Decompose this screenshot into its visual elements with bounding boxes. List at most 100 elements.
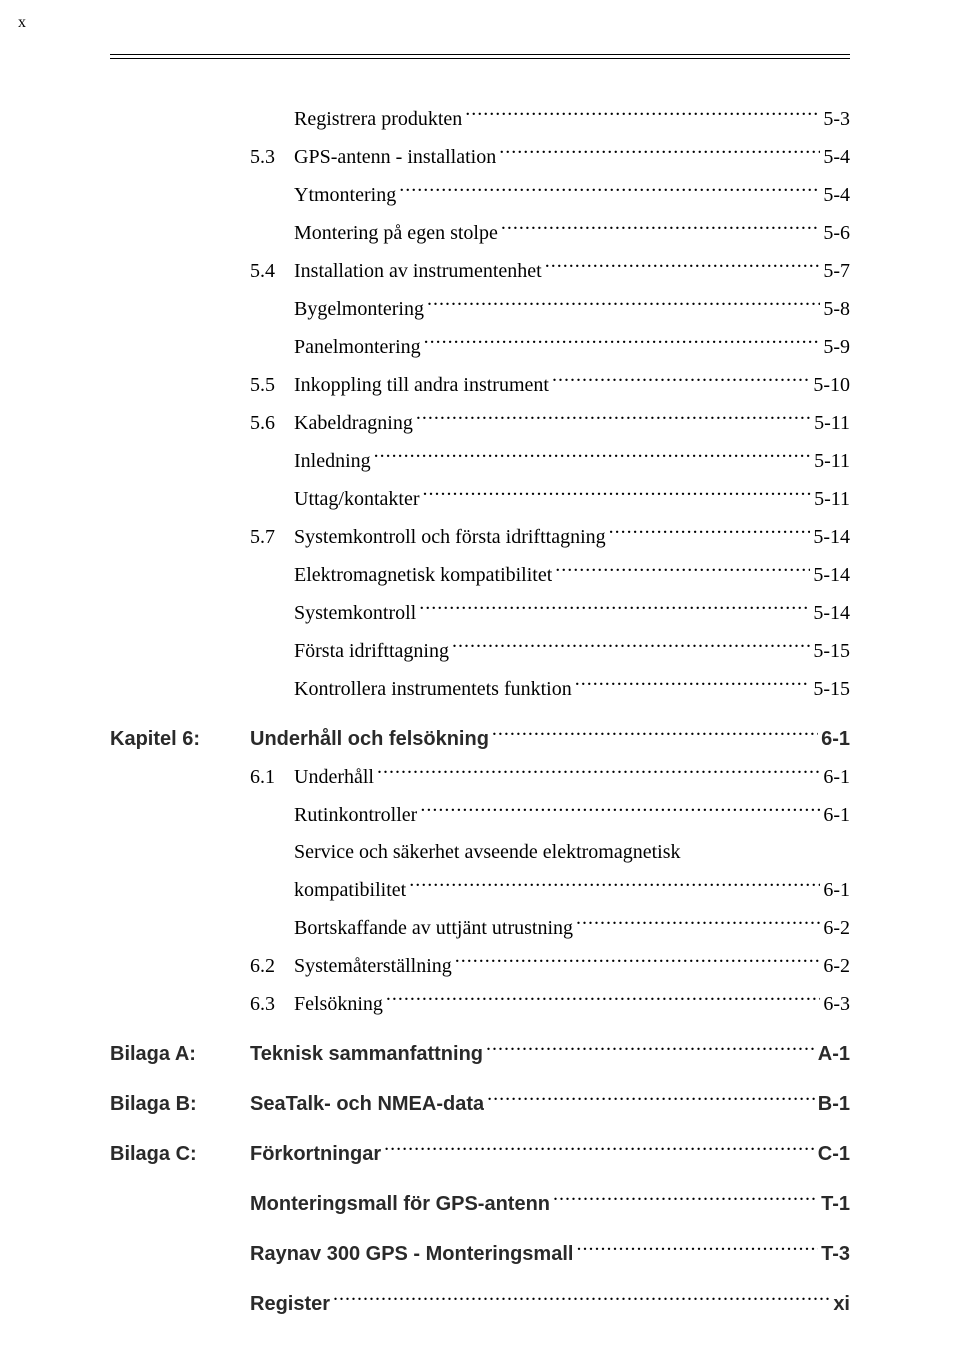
- toc-leader: [377, 761, 820, 783]
- toc-title: Uttag/kontakter: [294, 484, 420, 515]
- toc-leader: [575, 673, 811, 695]
- toc-title: SeaTalk- och NMEA-data: [250, 1089, 484, 1120]
- toc-leader: [487, 1088, 815, 1110]
- toc-entry: Elektromagnetisk kompatibilitet5-14: [110, 559, 850, 591]
- toc-leader: [486, 1038, 815, 1060]
- toc-entry: Bortskaffande av uttjänt utrustning 6-2: [110, 912, 850, 944]
- toc-section-number: 5.6: [250, 408, 294, 439]
- toc-page: 5-14: [813, 522, 850, 553]
- toc-entry: Bygelmontering5-8: [110, 293, 850, 325]
- toc-entry: 5.6Kabeldragning5-11: [110, 407, 850, 439]
- toc-page: 5-4: [823, 180, 850, 211]
- toc-chapter-label: Bilaga B:: [110, 1089, 250, 1120]
- toc-entry: Ytmontering 5-4: [110, 179, 850, 211]
- toc-leader: [399, 179, 820, 201]
- toc-title: Underhåll: [294, 762, 374, 793]
- toc-title: Elektromagnetisk kompatibilitet: [294, 560, 552, 591]
- toc-leader: [452, 635, 810, 657]
- toc-title: Felsökning: [294, 989, 383, 1020]
- toc-title: Förkortningar: [250, 1139, 381, 1170]
- toc-entry: 5.5Inkoppling till andra instrument 5-10: [110, 369, 850, 401]
- toc-section-number: 5.4: [250, 256, 294, 287]
- toc-entry: Raynav 300 GPS - MonteringsmallT-3: [110, 1238, 850, 1270]
- toc-leader: [423, 483, 812, 505]
- toc-title: Bortskaffande av uttjänt utrustning: [294, 913, 573, 944]
- toc-entry: Monteringsmall för GPS-antenn T-1: [110, 1188, 850, 1220]
- toc-section-number: 6.1: [250, 762, 294, 793]
- page-number-header: x: [0, 0, 960, 32]
- toc-page: 5-15: [813, 636, 850, 667]
- toc-entry: Uttag/kontakter 5-11: [110, 483, 850, 515]
- toc-leader: [427, 293, 820, 315]
- toc-page: 5-11: [814, 408, 850, 439]
- toc-chapter-label: Bilaga C:: [110, 1139, 250, 1170]
- toc-section-number: 5.3: [250, 142, 294, 173]
- toc-leader: [545, 255, 821, 277]
- toc-title: Systemkontroll: [294, 598, 416, 629]
- toc-page: 6-3: [823, 989, 850, 1020]
- toc-page: 5-11: [814, 484, 850, 515]
- toc-leader: [409, 874, 820, 896]
- toc-leader: [499, 141, 820, 163]
- toc-title: Installation av instrumentenhet: [294, 256, 542, 287]
- toc-title-line1: Service och säkerhet avseende elektromag…: [294, 837, 681, 868]
- toc-entry: Bilaga A:Teknisk sammanfattningA-1: [110, 1038, 850, 1070]
- toc-leader: [374, 445, 811, 467]
- toc-page: 6-1: [821, 724, 850, 755]
- toc-title: Montering på egen stolpe: [294, 218, 498, 249]
- toc-entry: Inledning 5-11: [110, 445, 850, 477]
- toc-title: Registrera produkten: [294, 104, 462, 135]
- toc-page: 5-11: [814, 446, 850, 477]
- toc-title: Bygelmontering: [294, 294, 424, 325]
- toc-page: 6-1: [823, 800, 850, 831]
- toc-entry: Bilaga B:SeaTalk- och NMEA-data B-1: [110, 1088, 850, 1120]
- toc-leader: [455, 950, 821, 972]
- toc-entry: 5.3GPS-antenn - installation5-4: [110, 141, 850, 173]
- toc-leader: [492, 723, 818, 745]
- toc-leader: [552, 369, 810, 391]
- toc-page: 5-15: [813, 674, 850, 705]
- toc-page: 5-3: [823, 104, 850, 135]
- toc-page: T-3: [821, 1239, 850, 1270]
- toc-page: C-1: [818, 1139, 850, 1170]
- toc-title: Ytmontering: [294, 180, 396, 211]
- toc-leader: [501, 217, 820, 239]
- toc-title: Inledning: [294, 446, 371, 477]
- toc-page: 6-1: [823, 875, 850, 906]
- toc-chapter-label: Kapitel 6:: [110, 724, 250, 755]
- toc-page: 5-10: [813, 370, 850, 401]
- toc-leader: [576, 1238, 818, 1260]
- toc-page: A-1: [818, 1039, 850, 1070]
- toc-entry: Panelmontering5-9: [110, 331, 850, 363]
- toc-title: Underhåll och felsökning: [250, 724, 489, 755]
- toc-title: Systemkontroll och första idrifttagning: [294, 522, 606, 553]
- toc-entry: 6.2Systemåterställning6-2: [110, 950, 850, 982]
- toc-leader: [420, 799, 820, 821]
- toc-leader: [419, 597, 810, 619]
- toc-entry: Montering på egen stolpe5-6: [110, 217, 850, 249]
- toc-entry: Systemkontroll5-14: [110, 597, 850, 629]
- toc-page: 5-9: [823, 332, 850, 363]
- rule-top: [110, 54, 850, 55]
- toc-entry: Registerxi: [110, 1288, 850, 1320]
- toc-section-number: 5.5: [250, 370, 294, 401]
- toc-page: 6-2: [823, 913, 850, 944]
- toc-leader: [333, 1288, 830, 1310]
- toc-title: Systemåterställning: [294, 951, 452, 982]
- toc-section-number: 6.2: [250, 951, 294, 982]
- toc-page: T-1: [821, 1189, 850, 1220]
- toc-entry: Service och säkerhet avseende elektromag…: [110, 837, 850, 868]
- toc-page: B-1: [818, 1089, 850, 1120]
- toc-title: GPS-antenn - installation: [294, 142, 496, 173]
- toc-leader: [465, 103, 820, 125]
- toc-title: Monteringsmall för GPS-antenn: [250, 1189, 550, 1220]
- toc-title: Inkoppling till andra instrument: [294, 370, 549, 401]
- toc-entry-continued: kompatibilitet6-1: [110, 874, 850, 906]
- toc-section-number: 5.7: [250, 522, 294, 553]
- toc-title: Rutinkontroller: [294, 800, 417, 831]
- toc-leader: [386, 988, 820, 1010]
- toc-page: 5-7: [823, 256, 850, 287]
- toc-leader: [424, 331, 821, 353]
- toc-entry: 6.3Felsökning6-3: [110, 988, 850, 1020]
- toc-title: Första idrifttagning: [294, 636, 449, 667]
